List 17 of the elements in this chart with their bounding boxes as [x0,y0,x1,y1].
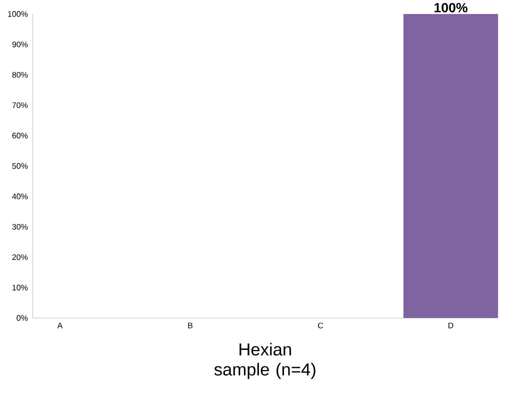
x-axis-title: Hexian sample (n=4) [214,342,316,380]
y-tick-label: 90% [12,42,28,48]
data-label: 100% [434,2,468,12]
x-tick-label: D [448,322,454,328]
y-tick-label: 40% [12,194,28,200]
x-tick-label: C [318,322,324,328]
x-tick-label: B [188,322,192,328]
y-tick-label: 20% [12,254,28,260]
y-tick-label: 50% [12,163,28,169]
y-tick-label: 0% [16,315,28,321]
y-tick-label: 70% [12,102,28,108]
y-tick-label: 100% [8,11,28,17]
y-tick-label: 30% [12,224,28,230]
y-tick-label: 80% [12,72,28,78]
y-tick-label: 10% [12,284,28,290]
y-tick-label: 60% [12,132,28,138]
x-tick-label: A [57,322,63,328]
